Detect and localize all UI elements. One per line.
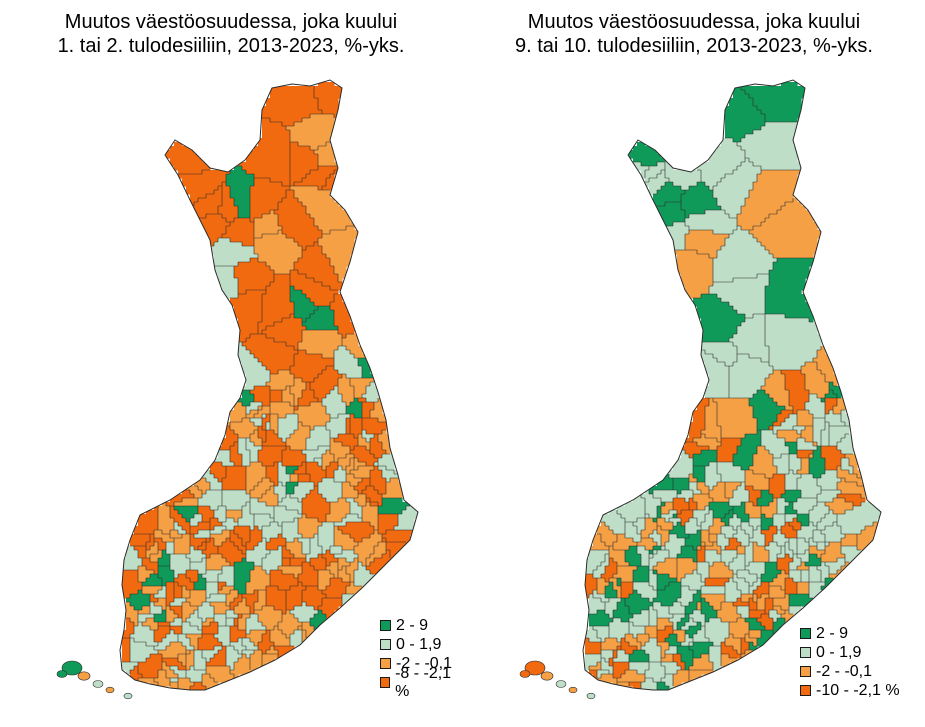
- legend-item: 2 - 9: [800, 624, 900, 643]
- legend-item: -10 - -2,1 %: [800, 681, 900, 700]
- map-legend: 2 - 9 0 - 1,9 -2 - -0,1 -10 - -2,1 %: [800, 624, 900, 700]
- island: [77, 671, 91, 681]
- legend-label: -8 - -2,1 %: [395, 664, 452, 700]
- legend-swatch-light-orange: [800, 666, 811, 677]
- legend-swatch-dark-green: [800, 628, 811, 639]
- legend-item: 0 - 1,9: [800, 643, 900, 662]
- legend-label: -2 - -0,1: [396, 654, 453, 672]
- island: [92, 680, 104, 688]
- island: [105, 686, 115, 694]
- island: [123, 692, 133, 700]
- map-panel-high-income: Muutos väestöosuudessa, joka kuului 9. t…: [463, 0, 925, 727]
- municipality-layer: [122, 82, 418, 690]
- legend-label: 2 - 9: [816, 624, 849, 642]
- municipality-borders: [122, 86, 414, 690]
- legend-label: 2 - 9: [396, 616, 429, 634]
- legend-item: -2 - -0,1: [380, 654, 462, 673]
- country-outline: [582, 79, 882, 691]
- map-title-line1: Muutos väestöosuudessa, joka kuului: [527, 11, 861, 33]
- map-title: Muutos väestöosuudessa, joka kuului 1. t…: [0, 10, 462, 58]
- map-legend: 2 - 9 0 - 1,9 -2 - -0,1 -8 - -2,1 %: [380, 616, 462, 700]
- legend-swatch-dark-orange: [380, 677, 391, 688]
- country-outline: [119, 79, 419, 691]
- map-title-line2: 9. tai 10. tulodesiiliin, 2013-2023, %-y…: [515, 35, 873, 57]
- legend-swatch-dark-green: [380, 620, 391, 631]
- legend-label: 0 - 1,9: [816, 643, 862, 661]
- island: [555, 680, 567, 688]
- island: [56, 670, 68, 678]
- legend-label: -10 - -2,1 %: [816, 681, 900, 699]
- map-title-line1: Muutos väestöosuudessa, joka kuului: [64, 11, 398, 33]
- island: [524, 660, 546, 676]
- legend-item: -2 - -0,1: [800, 662, 900, 681]
- municipality-borders: [585, 86, 877, 690]
- map-title: Muutos väestöosuudessa, joka kuului 9. t…: [463, 10, 925, 58]
- island: [540, 671, 554, 681]
- island: [519, 670, 531, 678]
- legend-swatch-light-orange: [380, 658, 391, 669]
- legend-swatch-light-green: [380, 639, 391, 650]
- legend-label: -2 - -0,1: [816, 662, 873, 680]
- legend-label: 0 - 1,9: [396, 635, 442, 653]
- finland-municipality-map: [56, 79, 419, 700]
- finland-municipality-map: [519, 79, 882, 700]
- map-title-line2: 1. tai 2. tulodesiiliin, 2013-2023, %-yk…: [57, 35, 405, 57]
- island: [61, 660, 83, 676]
- municipality-layer: [585, 82, 881, 690]
- legend-item: 2 - 9: [380, 616, 462, 635]
- legend-swatch-light-green: [800, 647, 811, 658]
- island: [568, 686, 578, 694]
- legend-item: -8 - -2,1 %: [380, 665, 462, 700]
- map-panel-low-income: Muutos väestöosuudessa, joka kuului 1. t…: [0, 0, 462, 727]
- legend-item: 0 - 1,9: [380, 635, 462, 654]
- legend-swatch-dark-orange: [800, 685, 811, 696]
- island: [586, 692, 596, 700]
